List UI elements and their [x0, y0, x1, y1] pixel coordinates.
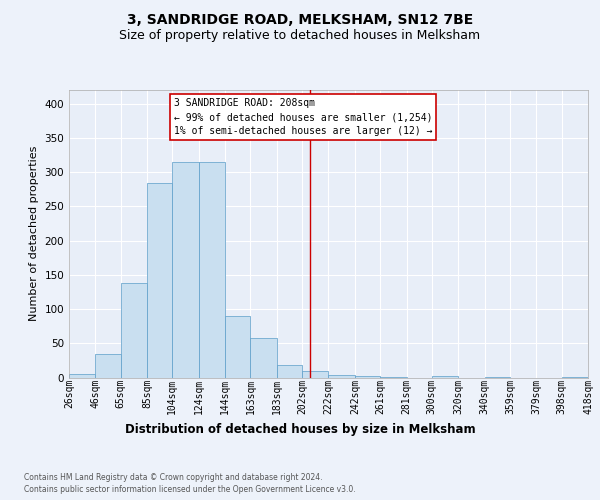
Bar — [199, 162, 225, 378]
Text: Contains HM Land Registry data © Crown copyright and database right 2024.: Contains HM Land Registry data © Crown c… — [24, 472, 323, 482]
Bar — [69, 374, 95, 378]
Y-axis label: Number of detached properties: Number of detached properties — [29, 146, 39, 322]
Text: Contains public sector information licensed under the Open Government Licence v3: Contains public sector information licen… — [24, 485, 356, 494]
Bar — [432, 376, 458, 378]
Bar — [329, 376, 355, 378]
Text: Size of property relative to detached houses in Melksham: Size of property relative to detached ho… — [119, 29, 481, 42]
Text: 3, SANDRIDGE ROAD, MELKSHAM, SN12 7BE: 3, SANDRIDGE ROAD, MELKSHAM, SN12 7BE — [127, 12, 473, 26]
Bar — [277, 365, 302, 378]
Bar — [250, 338, 277, 378]
Bar — [95, 354, 121, 378]
Bar — [121, 283, 147, 378]
Bar — [355, 376, 380, 378]
Text: Distribution of detached houses by size in Melksham: Distribution of detached houses by size … — [125, 422, 475, 436]
Bar — [380, 377, 407, 378]
Bar — [302, 370, 329, 378]
Bar — [225, 316, 250, 378]
Text: 3 SANDRIDGE ROAD: 208sqm
← 99% of detached houses are smaller (1,254)
1% of semi: 3 SANDRIDGE ROAD: 208sqm ← 99% of detach… — [173, 98, 432, 136]
Bar — [172, 162, 199, 378]
Bar — [147, 183, 172, 378]
Bar — [562, 377, 588, 378]
Bar — [485, 377, 510, 378]
